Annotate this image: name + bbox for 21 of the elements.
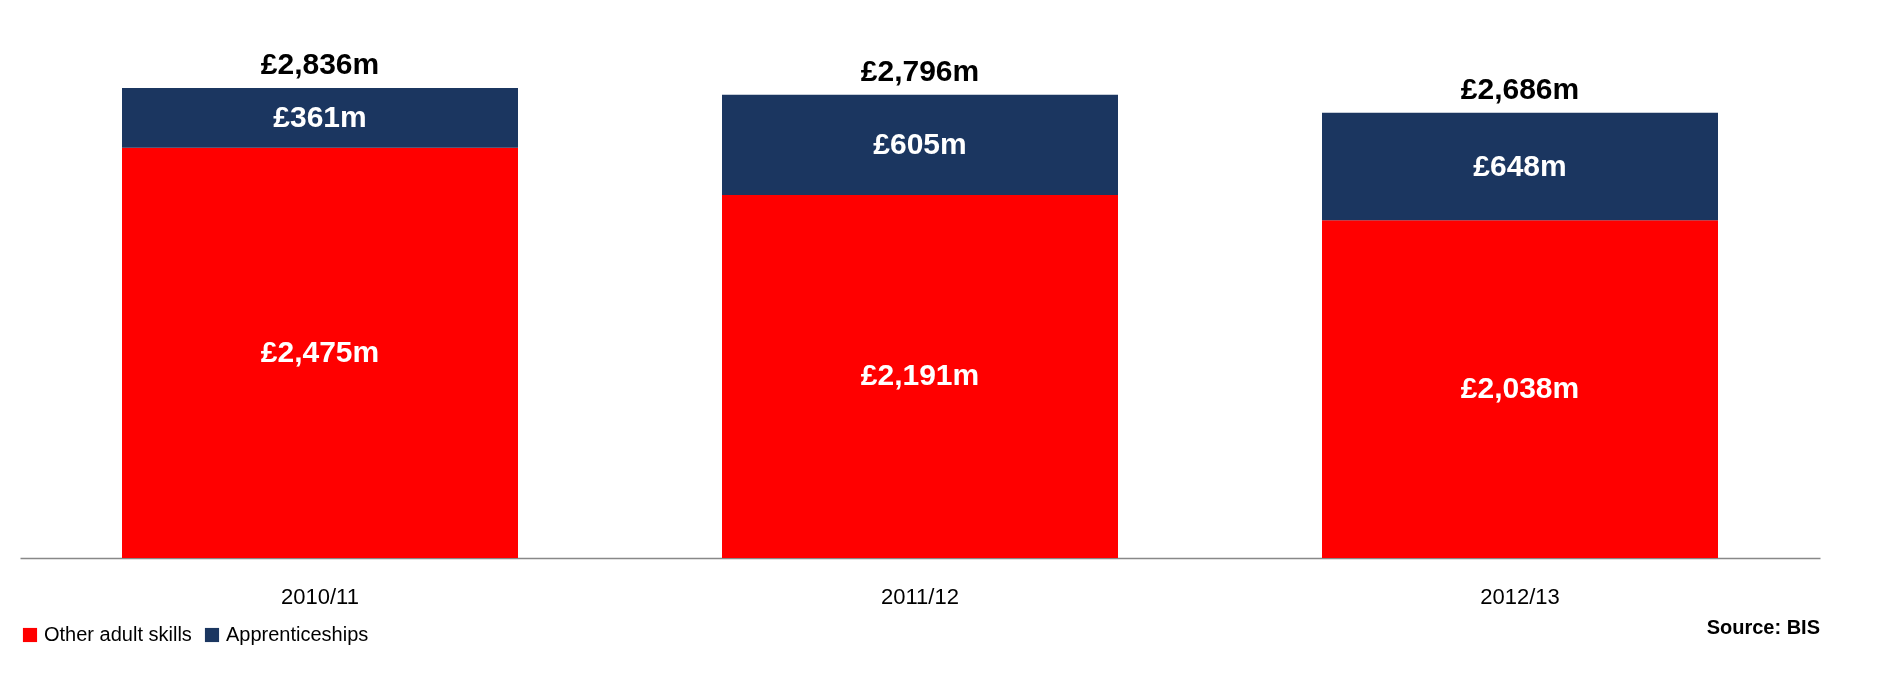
bar [122, 88, 518, 148]
bar [1322, 112, 1718, 221]
data-label: £2,038m [1460, 371, 1580, 405]
data-label: £2,475m [260, 334, 380, 368]
bar [722, 194, 1118, 558]
data-label: £605m [873, 126, 967, 160]
data-label: £648m [1473, 148, 1567, 182]
x-tick-label: 2010/11 [281, 583, 359, 609]
bar [122, 147, 518, 558]
data-label: £361m [273, 99, 367, 133]
total-label: £2,796m [860, 53, 980, 87]
data-label: £2,191m [860, 358, 980, 392]
legend-label: Other adult skills [44, 623, 192, 645]
x-tick-label: 2011/12 [881, 583, 959, 609]
total-label: £2,836m [260, 47, 380, 80]
total-label: £2,686m [1460, 71, 1580, 105]
x-tick-label: 2012/13 [1480, 583, 1560, 609]
source-note: Source: BIS [1706, 616, 1820, 638]
bar [722, 94, 1118, 195]
bar [1322, 220, 1718, 558]
legend-label: Apprenticeships [226, 623, 369, 645]
